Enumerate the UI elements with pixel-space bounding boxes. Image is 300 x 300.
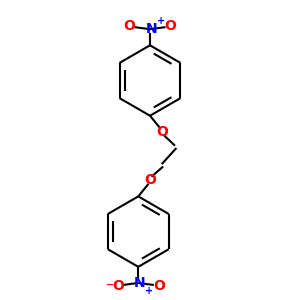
Text: N: N — [146, 22, 157, 36]
Text: O: O — [153, 280, 165, 293]
Text: O: O — [144, 173, 156, 187]
Text: N: N — [134, 276, 146, 290]
Text: O: O — [124, 19, 135, 33]
Text: −: − — [106, 280, 114, 290]
Text: +: + — [157, 16, 165, 26]
Text: O: O — [165, 19, 176, 33]
Text: +: + — [146, 286, 154, 296]
Text: O: O — [156, 125, 168, 139]
Text: O: O — [112, 280, 124, 293]
